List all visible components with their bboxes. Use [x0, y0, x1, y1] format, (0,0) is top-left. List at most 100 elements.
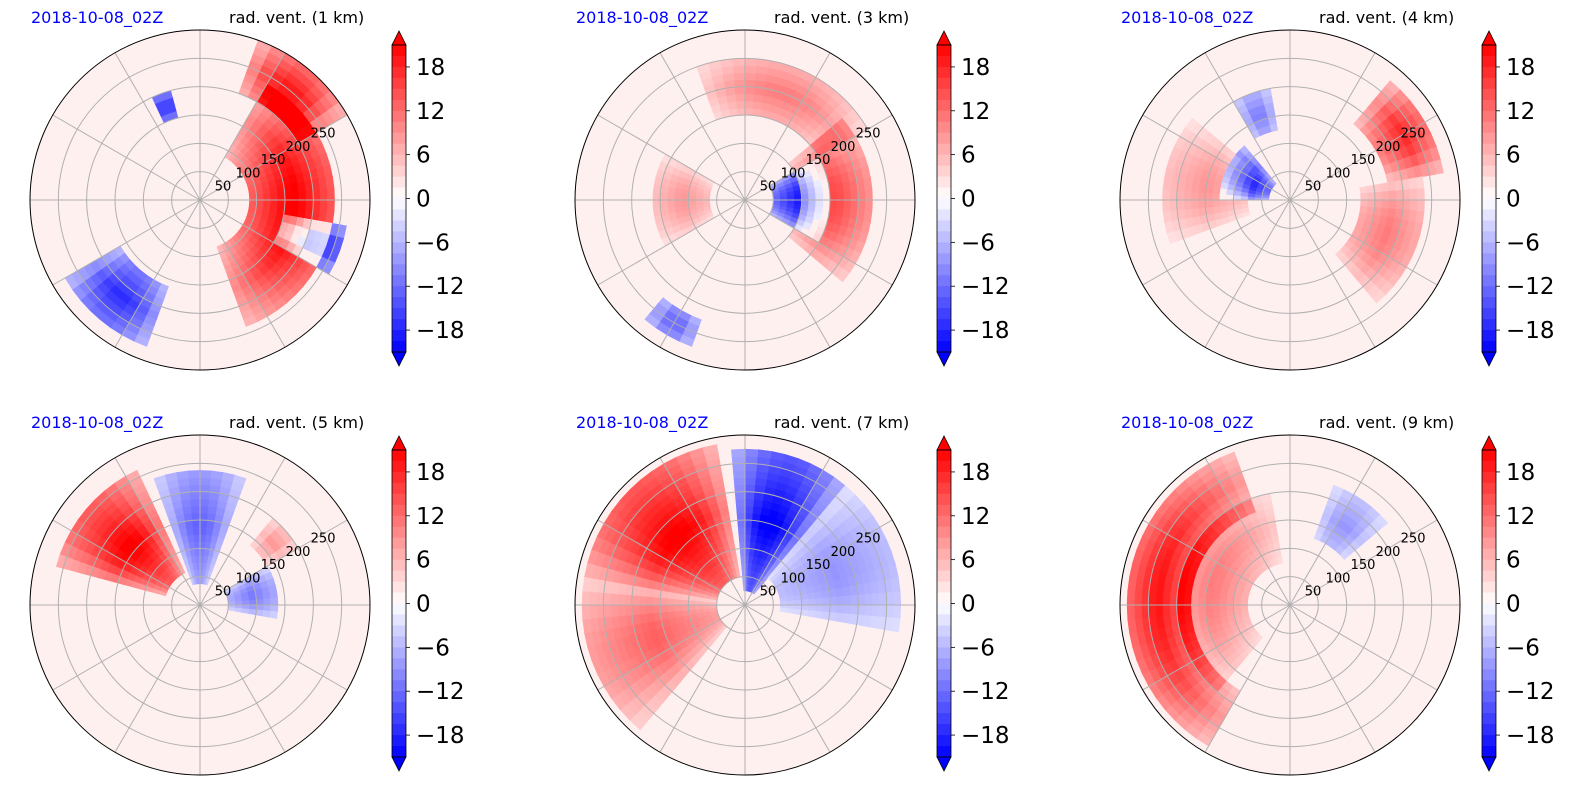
field-cell [871, 592, 880, 606]
field-cell [199, 484, 211, 493]
field-cell [262, 592, 271, 600]
field-cell [733, 477, 746, 486]
field-cell [744, 505, 754, 514]
colorbar-tick-label: 0 [416, 592, 431, 618]
azimuth-spoke [597, 114, 746, 201]
field-cell [312, 199, 321, 211]
velocity-field [581, 444, 902, 731]
colorbar-segment [392, 746, 406, 758]
field-cell [243, 315, 258, 327]
colorbar-segment [937, 330, 951, 342]
field-cell [624, 594, 633, 606]
azimuth-spoke [597, 519, 746, 606]
colorbar-segment [1482, 603, 1496, 615]
field-cell [850, 189, 859, 201]
colorbar-segment [1482, 570, 1496, 583]
field-cell [892, 591, 902, 606]
field-cell [652, 191, 661, 201]
field-cell [617, 604, 626, 617]
colorbar-tick-label: −6 [416, 230, 450, 256]
field-cell [829, 191, 838, 201]
colorbar-tick-label: 6 [416, 143, 431, 169]
field-cell [1218, 598, 1227, 606]
field-cell [815, 192, 824, 201]
colorbar-segment [1482, 691, 1496, 703]
field-cell [325, 210, 335, 224]
range-tick-label: 250 [311, 126, 336, 141]
colorbar-tick-label: 12 [1506, 99, 1535, 125]
field-cell [610, 604, 619, 618]
colorbar-segment [392, 341, 406, 353]
colorbar-tick-label: 12 [961, 504, 990, 530]
field-cell [800, 609, 809, 617]
field-cell [744, 540, 751, 549]
field-cell [1169, 189, 1178, 201]
colorbar-segment [937, 625, 951, 637]
field-cell [1190, 191, 1199, 201]
colorbar-segment [1482, 198, 1496, 210]
azimuth-spoke [199, 457, 286, 606]
field-cell [1374, 199, 1383, 209]
colorbar-tick-label: 0 [416, 187, 431, 213]
field-cell [891, 617, 901, 633]
field-cell [744, 491, 756, 500]
field-cell [1212, 610, 1221, 619]
field-cell [779, 600, 788, 606]
field-cell [801, 599, 810, 606]
colorbar-segment [937, 669, 951, 681]
field-cell [850, 199, 859, 211]
polar-grid [575, 30, 915, 370]
colorbar-tick-label: −18 [416, 318, 465, 344]
field-cell [1162, 210, 1172, 223]
field-cell [326, 187, 335, 201]
field-cell [1176, 189, 1185, 201]
colorbar-segment [392, 55, 406, 68]
field-cell [1233, 203, 1242, 211]
field-cell [1225, 599, 1234, 606]
field-cell [836, 596, 845, 606]
field-cell [1219, 610, 1228, 618]
field-cell [190, 498, 201, 507]
colorbar-tick-label: −12 [961, 274, 1010, 300]
colorbar-extend-max [1481, 30, 1497, 46]
field-cell [739, 540, 746, 549]
colorbar-segment [392, 242, 406, 254]
colorbar-segment [392, 45, 406, 57]
field-cell [199, 477, 212, 486]
field-cell [843, 604, 852, 615]
field-cell [744, 107, 754, 116]
colorbar-segment [392, 581, 406, 594]
field-cell [1162, 177, 1172, 190]
field-cell [808, 604, 817, 612]
field-cell [732, 58, 746, 67]
field-cell [199, 526, 208, 535]
field-cell [793, 189, 802, 197]
field-cell [291, 191, 300, 201]
field-cell [263, 598, 272, 606]
field-cell [843, 199, 852, 210]
field-cell [807, 610, 816, 618]
colorbar-segment [392, 187, 406, 199]
field-cell [1169, 199, 1178, 211]
field-cell [808, 193, 817, 201]
field-cell [195, 555, 201, 563]
colorbar-segment [1482, 176, 1496, 189]
field-cell [702, 199, 711, 205]
field-cell [667, 610, 676, 619]
field-cell [878, 592, 887, 606]
field-cell [1225, 604, 1234, 611]
colorbar-segment [1482, 55, 1496, 68]
range-tick-label: 100 [236, 571, 261, 586]
field-cell [269, 610, 278, 619]
field-cell [1176, 604, 1185, 616]
field-cell [793, 608, 802, 616]
field-cell [857, 594, 866, 606]
colorbar-segment [937, 99, 951, 112]
field-cell [744, 477, 757, 486]
field-cell [1162, 188, 1171, 201]
field-cell [732, 463, 746, 472]
field-cell [1162, 593, 1171, 606]
field-cell [617, 593, 626, 606]
colorbar-segment [937, 55, 951, 68]
field-cell [270, 604, 279, 613]
